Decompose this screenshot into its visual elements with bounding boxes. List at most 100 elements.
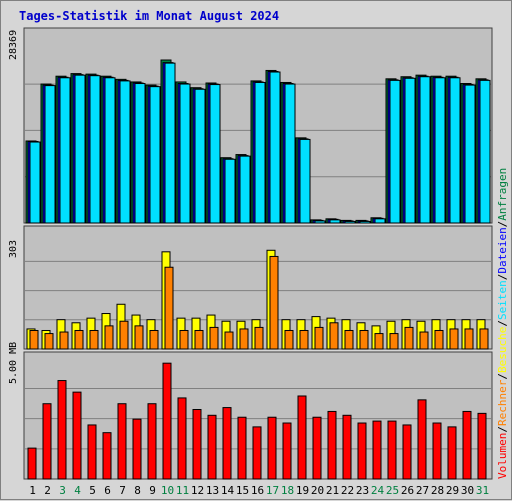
- seiten-bar-day-28: [434, 77, 446, 224]
- volumen-bar-day-7: [117, 403, 127, 480]
- volumen-bar-day-16: [252, 426, 262, 480]
- seiten-bar-day-1: [29, 141, 41, 224]
- volumen-bar-day-1: [27, 447, 37, 480]
- seiten-bar-day-20: [314, 220, 326, 224]
- legend-separator: /: [496, 274, 509, 281]
- volumen-bar-day-6: [102, 432, 112, 480]
- rechner-bar-day-20: [314, 326, 324, 350]
- legend-separator: /: [496, 320, 509, 327]
- seiten-bar-day-16: [254, 81, 266, 224]
- seiten-bar-day-9: [149, 86, 161, 224]
- rechner-bar-day-7: [119, 320, 129, 350]
- volumen-bar-day-27: [417, 399, 427, 480]
- seiten-bar-day-22: [344, 220, 356, 224]
- day-tick-label: 2: [44, 484, 51, 497]
- seiten-bar-day-18: [284, 83, 296, 224]
- legend-separator: /: [496, 426, 509, 433]
- volumen-bar-day-19: [297, 395, 307, 480]
- volumen-bar-day-23: [357, 422, 367, 480]
- rechner-bar-day-19: [299, 329, 309, 350]
- rechner-bar-day-30: [464, 328, 474, 350]
- day-tick-label: 21: [326, 484, 339, 497]
- day-tick-label: 27: [416, 484, 429, 497]
- volumen-bar-day-2: [42, 403, 52, 480]
- seiten-bar-day-7: [119, 80, 131, 224]
- seiten-bar-day-29: [449, 77, 461, 224]
- seiten-bar-day-14: [224, 158, 236, 224]
- day-tick-label: 9: [149, 484, 156, 497]
- day-tick-label: 17: [266, 484, 279, 497]
- legend-item-seiten: Seiten: [496, 280, 509, 320]
- day-tick-label: 1: [29, 484, 36, 497]
- volumen-bar-day-22: [342, 414, 352, 480]
- requests-panel-scale-label: 28369: [8, 30, 19, 60]
- seiten-bar-day-26: [404, 77, 416, 224]
- volumen-bar-day-10: [162, 362, 172, 480]
- seiten-bar-day-31: [479, 79, 491, 224]
- day-tick-label: 15: [236, 484, 249, 497]
- rechner-bar-day-26: [404, 326, 414, 350]
- volumen-bar-day-26: [402, 424, 412, 480]
- day-tick-label: 30: [461, 484, 474, 497]
- rechner-bar-day-29: [449, 328, 459, 350]
- volumen-bar-day-13: [207, 414, 217, 480]
- rechner-bar-day-24: [374, 333, 384, 350]
- seiten-bar-day-23: [359, 220, 371, 224]
- volumen-bar-day-4: [72, 391, 82, 480]
- volumen-bar-day-14: [222, 407, 232, 480]
- seiten-bar-day-24: [374, 218, 386, 224]
- seiten-bar-day-30: [464, 84, 476, 224]
- day-tick-label: 6: [104, 484, 111, 497]
- rechner-bar-day-16: [254, 326, 264, 350]
- seiten-bar-day-17: [269, 71, 281, 224]
- seiten-bar-day-15: [239, 155, 251, 224]
- rechner-bar-day-1: [29, 329, 39, 350]
- volumen-bar-day-11: [177, 397, 187, 480]
- day-tick-label: 24: [371, 484, 385, 497]
- volumen-bar-day-8: [132, 418, 142, 480]
- seiten-bar-day-27: [419, 76, 431, 224]
- day-tick-label: 20: [311, 484, 324, 497]
- seiten-bar-day-8: [134, 83, 146, 224]
- seiten-bar-day-6: [104, 77, 116, 224]
- day-tick-label: 4: [74, 484, 81, 497]
- rechner-bar-day-23: [359, 329, 369, 350]
- rechner-bar-day-18: [284, 329, 294, 350]
- seiten-bar-day-19: [299, 138, 311, 224]
- seiten-bar-day-5: [89, 75, 101, 224]
- legend-item-rechner: Rechner: [496, 379, 509, 426]
- volumen-bar-day-21: [327, 410, 337, 480]
- seiten-bar-day-11: [179, 83, 191, 224]
- rechner-bar-day-3: [59, 331, 69, 350]
- day-tick-label: 29: [446, 484, 459, 497]
- rechner-bar-day-14: [224, 331, 234, 350]
- seiten-bar-day-3: [59, 77, 71, 224]
- rechner-bar-day-12: [194, 329, 204, 350]
- volumen-bar-day-30: [462, 410, 472, 480]
- rechner-bar-day-4: [74, 329, 84, 350]
- volumen-bar-day-9: [147, 403, 157, 480]
- day-tick-label: 22: [341, 484, 354, 497]
- volumen-bar-day-17: [267, 416, 277, 480]
- rechner-bar-day-10: [164, 266, 174, 350]
- day-tick-label: 3: [59, 484, 66, 497]
- day-tick-label: 31: [476, 484, 489, 497]
- rechner-bar-day-11: [179, 329, 189, 350]
- rechner-bar-day-27: [419, 331, 429, 350]
- rechner-bar-day-13: [209, 326, 219, 350]
- rechner-bar-day-22: [344, 329, 354, 350]
- volumen-bar-day-25: [387, 420, 397, 480]
- day-tick-label: 26: [401, 484, 414, 497]
- legend-item-besuche: Besuche: [496, 327, 509, 373]
- rechner-bar-day-25: [389, 333, 399, 350]
- day-tick-label: 23: [356, 484, 369, 497]
- seiten-bar-day-10: [164, 62, 176, 224]
- day-tick-label: 10: [161, 484, 174, 497]
- day-tick-label: 5: [89, 484, 96, 497]
- day-tick-label: 7: [119, 484, 126, 497]
- volumen-bar-day-24: [372, 420, 382, 480]
- day-tick-label: 8: [134, 484, 141, 497]
- volumen-bar-day-28: [432, 422, 442, 480]
- visits-panel-scale-label: 303: [8, 240, 19, 258]
- rechner-bar-day-31: [479, 328, 489, 350]
